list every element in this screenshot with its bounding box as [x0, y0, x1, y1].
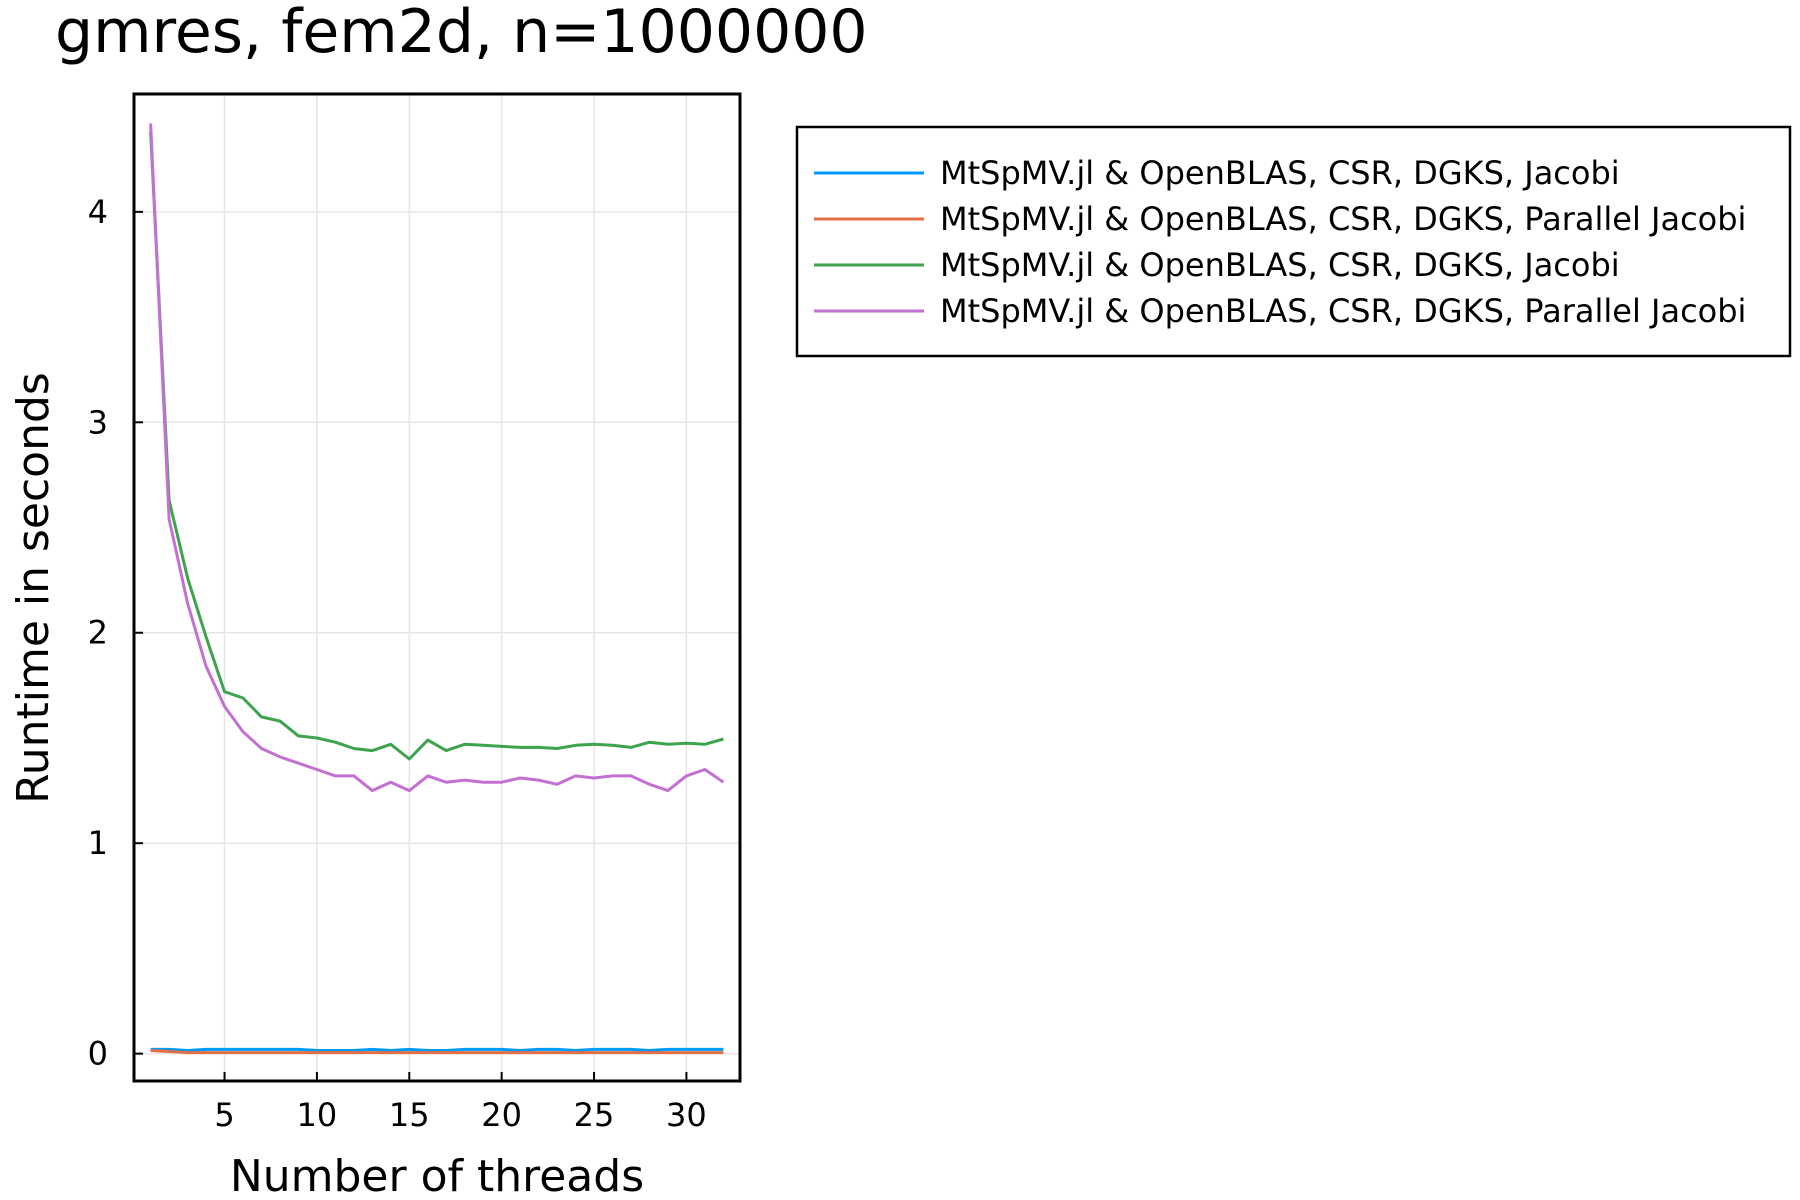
series-line-1 — [150, 1047, 724, 1052]
x-tick-label: 15 — [389, 1096, 430, 1134]
x-tick-label: 20 — [481, 1096, 522, 1134]
legend-box — [795, 125, 1792, 358]
y-tick-label: 4 — [88, 193, 108, 231]
y-tick-label: 2 — [88, 614, 108, 652]
series-line-3 — [149, 131, 724, 761]
x-tick-label: 25 — [574, 1096, 615, 1134]
legend-label-1: MtSpMV.jl & OpenBLAS, CSR, DGKS, Jacobi — [940, 154, 1620, 192]
y-tick-label: 0 — [88, 1035, 108, 1073]
grid — [134, 94, 740, 1081]
legend-label-4: MtSpMV.jl & OpenBLAS, CSR, DGKS, Paralle… — [940, 292, 1746, 330]
legend-label-2: MtSpMV.jl & OpenBLAS, CSR, DGKS, Paralle… — [940, 200, 1746, 238]
legend-label-3: MtSpMV.jl & OpenBLAS, CSR, DGKS, Jacobi — [940, 246, 1620, 284]
y-tick-label: 1 — [88, 824, 108, 862]
series-line-2 — [150, 1049, 724, 1055]
y-ticks: 0 1 2 3 4 — [88, 193, 143, 1073]
legend: MtSpMV.jl & OpenBLAS, CSR, DGKS, Jacobi M… — [795, 125, 1792, 358]
x-ticks: 5 10 15 20 25 30 — [214, 1072, 707, 1134]
plot-series — [149, 123, 725, 1055]
y-tick-label: 3 — [88, 403, 108, 441]
x-axis-label: Number of threads — [230, 1151, 644, 1200]
x-tick-label: 10 — [297, 1096, 338, 1134]
chart-title: gmres, fem2d, n=1000000 — [55, 0, 868, 67]
y-axis-label: Runtime in seconds — [8, 372, 59, 804]
x-tick-label: 5 — [214, 1096, 234, 1134]
plot-frame — [132, 92, 742, 1083]
x-tick-label: 30 — [666, 1096, 707, 1134]
series-line-4 — [149, 123, 725, 793]
